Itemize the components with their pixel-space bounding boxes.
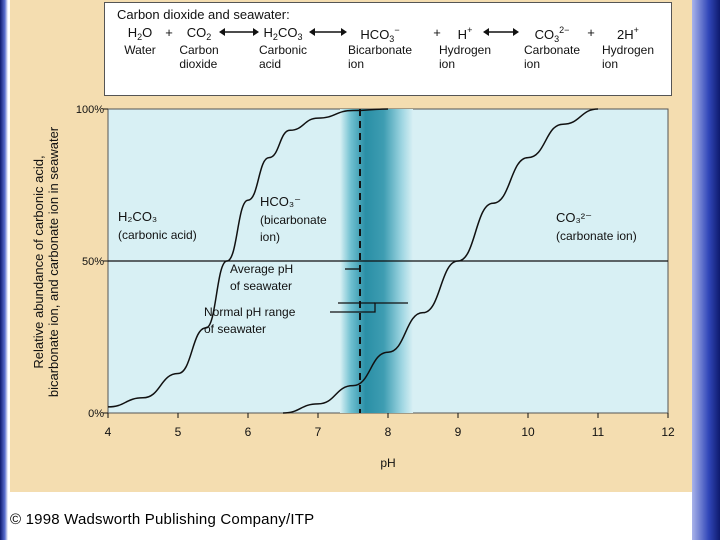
y-tick-label: 50% <box>82 256 104 268</box>
region-label-bicarbonate: HCO₃⁻ <box>260 194 301 209</box>
x-tick-label: 4 <box>105 425 112 439</box>
copyright-notice: © 1998 Wadsworth Publishing Company/ITP <box>10 511 315 528</box>
annotation-average-ph-2: of seawater <box>230 279 292 293</box>
equation-formula: CO2 <box>186 25 212 42</box>
y-tick-label: 100% <box>76 104 104 116</box>
x-tick-label: 6 <box>245 425 252 439</box>
equation-title: Carbon dioxide and seawater: <box>117 7 290 22</box>
x-tick-label: 9 <box>455 425 462 439</box>
equilibrium-arrow-icon <box>483 28 519 36</box>
region-label-bicarbonate-desc2: ion) <box>260 230 280 244</box>
equation-species-name: Carbonic acid <box>258 43 308 71</box>
annotation-normal-range-2: of seawater <box>204 322 266 336</box>
annotation-average-ph: Average pH <box>230 262 293 276</box>
x-tick-label: 11 <box>592 425 605 439</box>
equation-formula: H+ <box>457 25 473 42</box>
equation-formula: 2H+ <box>617 25 639 42</box>
equation-formula: H2O <box>127 25 153 42</box>
equation-plus-sign: + <box>433 25 441 40</box>
equation-species-name: Bicarbonate ion <box>347 43 413 71</box>
slide-right-border <box>692 0 720 540</box>
x-tick-label: 7 <box>315 425 322 439</box>
equation-species-name: Hydrogen ion <box>438 43 492 71</box>
ph-abundance-chart: 4 5 6 7 8 9 10 11 12 0% 50% 100% pH H₂CO₃ (carbonic ac… <box>76 104 675 470</box>
equilibrium-arrow-icon <box>309 28 347 36</box>
x-tick-label: 12 <box>661 425 675 439</box>
equation-formula: H2CO3 <box>263 25 303 42</box>
region-label-carbonate-desc: (carbonate ion) <box>556 229 637 243</box>
region-label-carbonate: CO₃²⁻ <box>556 210 592 225</box>
equation-species-name: Carbonate ion <box>523 43 581 71</box>
equation-box: Carbon dioxide and seawater: H2O Water CO2… <box>104 2 672 96</box>
region-label-carbonic-acid-desc: (carbonic acid) <box>118 228 197 242</box>
x-axis-label: pH <box>380 456 395 470</box>
equation-species-name: Water <box>124 43 156 57</box>
equation-species-name: Hydrogen ion <box>601 43 655 71</box>
annotation-range-pointer <box>330 302 408 313</box>
equation-species-name: Carbon dioxide <box>179 43 219 71</box>
equation-plus-sign: + <box>165 25 173 40</box>
x-tick-label: 8 <box>385 425 392 439</box>
series-curve-1 <box>107 108 389 408</box>
x-tick-label: 5 <box>175 425 182 439</box>
equation-plus-sign: + <box>587 25 595 40</box>
equilibrium-arrow-icon <box>219 28 259 36</box>
region-label-carbonic-acid: H₂CO₃ <box>118 209 157 224</box>
series-curve-2 <box>282 108 599 414</box>
region-label-bicarbonate-desc: (bicarbonate <box>260 213 327 227</box>
annotation-normal-range: Normal pH range <box>204 305 296 319</box>
slide-left-border <box>0 0 8 540</box>
equation-formula: HCO3− <box>360 25 400 44</box>
y-tick-label: 0% <box>88 408 104 420</box>
equation-formula: CO32− <box>534 25 570 44</box>
x-tick-label: 10 <box>521 425 535 439</box>
